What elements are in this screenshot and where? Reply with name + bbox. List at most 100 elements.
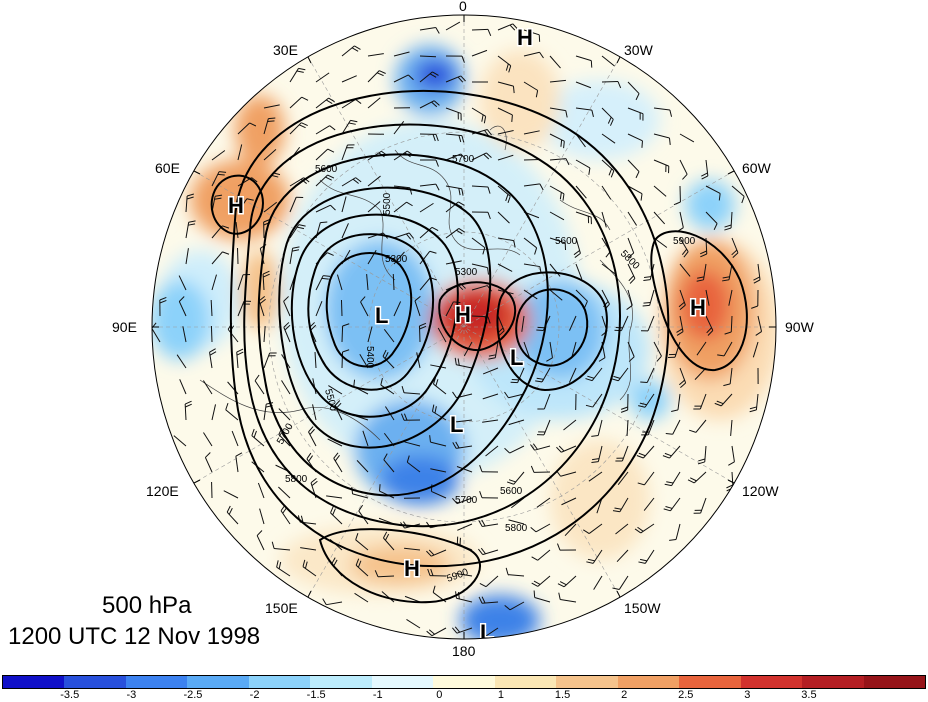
- wind-barb: [497, 263, 513, 272]
- wind-barb: [497, 237, 516, 248]
- wind-barb: [471, 28, 492, 36]
- wind-barb: [696, 341, 707, 356]
- wind-barb: [419, 226, 439, 239]
- wind-barb: [382, 531, 395, 551]
- wind-barb: [176, 354, 187, 369]
- wind-barb: [724, 315, 733, 335]
- wind-barb: [393, 301, 402, 317]
- wind-barb: [333, 452, 343, 473]
- wind-barb: [664, 471, 681, 487]
- wind-barb: [612, 575, 629, 590]
- wind-barb: [479, 575, 499, 588]
- contour-5600: [278, 186, 492, 449]
- contour-high-west: [210, 174, 264, 235]
- wind-barb: [367, 97, 381, 109]
- wind-barb: [679, 367, 687, 388]
- wind-barb: [669, 523, 681, 541]
- wind-barb: [641, 315, 655, 332]
- wind-barb: [179, 379, 187, 395]
- wind-barb: [679, 263, 691, 277]
- wind-barb: [354, 592, 369, 603]
- wind-barb: [341, 349, 350, 369]
- wind-barb: [393, 201, 413, 213]
- colorbar-tick-label: 2.5: [678, 689, 694, 701]
- wind-barb: [557, 575, 577, 588]
- wind-barb: [549, 263, 561, 277]
- wind-barb: [289, 122, 308, 135]
- wind-barb: [211, 274, 217, 291]
- wind-barb: [341, 323, 350, 343]
- wind-barb: [523, 51, 544, 59]
- wind-barb: [315, 97, 335, 109]
- wind-barb: [601, 159, 615, 178]
- colorbar-box: [679, 676, 741, 688]
- wind-barb: [445, 107, 462, 121]
- wind-barb: [419, 100, 440, 109]
- wind-barb: [471, 49, 488, 57]
- colorbar-tick-labels: -3.5 -3 -2.5 -2 -1.5 -1 0 1 1.5 2 2.5 3 3.5: [0, 688, 928, 702]
- wind-barb: [382, 349, 395, 369]
- wind-barb: [341, 119, 358, 135]
- wind-barb: [479, 491, 499, 499]
- wind-barb: [454, 357, 473, 369]
- wind-barb: [568, 367, 577, 383]
- wind-barb: [634, 523, 655, 534]
- wind-barb: [231, 430, 239, 447]
- wind-barb: [549, 211, 565, 221]
- wind-barb: [340, 299, 343, 317]
- wind-barb: [611, 367, 629, 382]
- lon-label-120w: 120W: [742, 483, 779, 499]
- contour-5300: [325, 252, 413, 368]
- wind-barb: [328, 385, 343, 395]
- wind-barb: [471, 237, 486, 255]
- wind-barb: [575, 81, 592, 89]
- wind-barb: [211, 150, 226, 161]
- colorbar-tick-label: 3.5: [801, 689, 817, 701]
- wind-barb: [653, 211, 666, 225]
- wind-barb: [289, 96, 309, 109]
- wind-barb: [356, 460, 369, 473]
- wind-barb: [653, 185, 667, 197]
- wind-barb: [225, 402, 239, 421]
- wind-barb: [642, 289, 655, 307]
- colorbar-box: [371, 676, 434, 688]
- wind-barb: [237, 144, 243, 161]
- wind-barb: [643, 497, 655, 511]
- contour-high-south: [318, 528, 481, 604]
- wind-barb: [536, 419, 551, 436]
- colorbar-box: [802, 676, 864, 688]
- wind-barb: [478, 519, 499, 527]
- wind-barb: [289, 246, 300, 265]
- wind-barb: [211, 404, 216, 421]
- contour-label: 5300: [385, 254, 408, 265]
- wind-barb: [223, 490, 239, 499]
- wind-barb: [546, 341, 553, 362]
- wind-barb: [315, 204, 336, 213]
- map-title-time: 1200 UTC 12 Nov 1998: [8, 623, 261, 650]
- wind-barb: [209, 348, 217, 369]
- wind-barb: [601, 263, 616, 275]
- wind-barb: [263, 201, 278, 213]
- wind-barb: [697, 445, 707, 465]
- wind-barb: [315, 275, 331, 291]
- wind-barb: [416, 352, 421, 369]
- wind-barb: [508, 419, 525, 426]
- wind-barb: [601, 81, 622, 89]
- low-pressure-label: L: [375, 303, 388, 328]
- wind-barb: [418, 322, 427, 343]
- wind-barb: [523, 130, 540, 135]
- wind-barb: [185, 193, 194, 213]
- wind-barb: [640, 367, 655, 383]
- wind-barb: [663, 497, 681, 512]
- wind-barb: [308, 426, 317, 447]
- wind-barb: [406, 619, 421, 629]
- lon-label-0: 0: [459, 0, 467, 14]
- wind-barb: [362, 430, 369, 447]
- wind-barb: [575, 55, 593, 68]
- wind-barb: [178, 275, 187, 291]
- contour-label: 5500: [382, 192, 393, 215]
- wind-barb: [575, 289, 588, 308]
- wind-barb: [281, 380, 291, 395]
- wind-barb: [564, 523, 577, 537]
